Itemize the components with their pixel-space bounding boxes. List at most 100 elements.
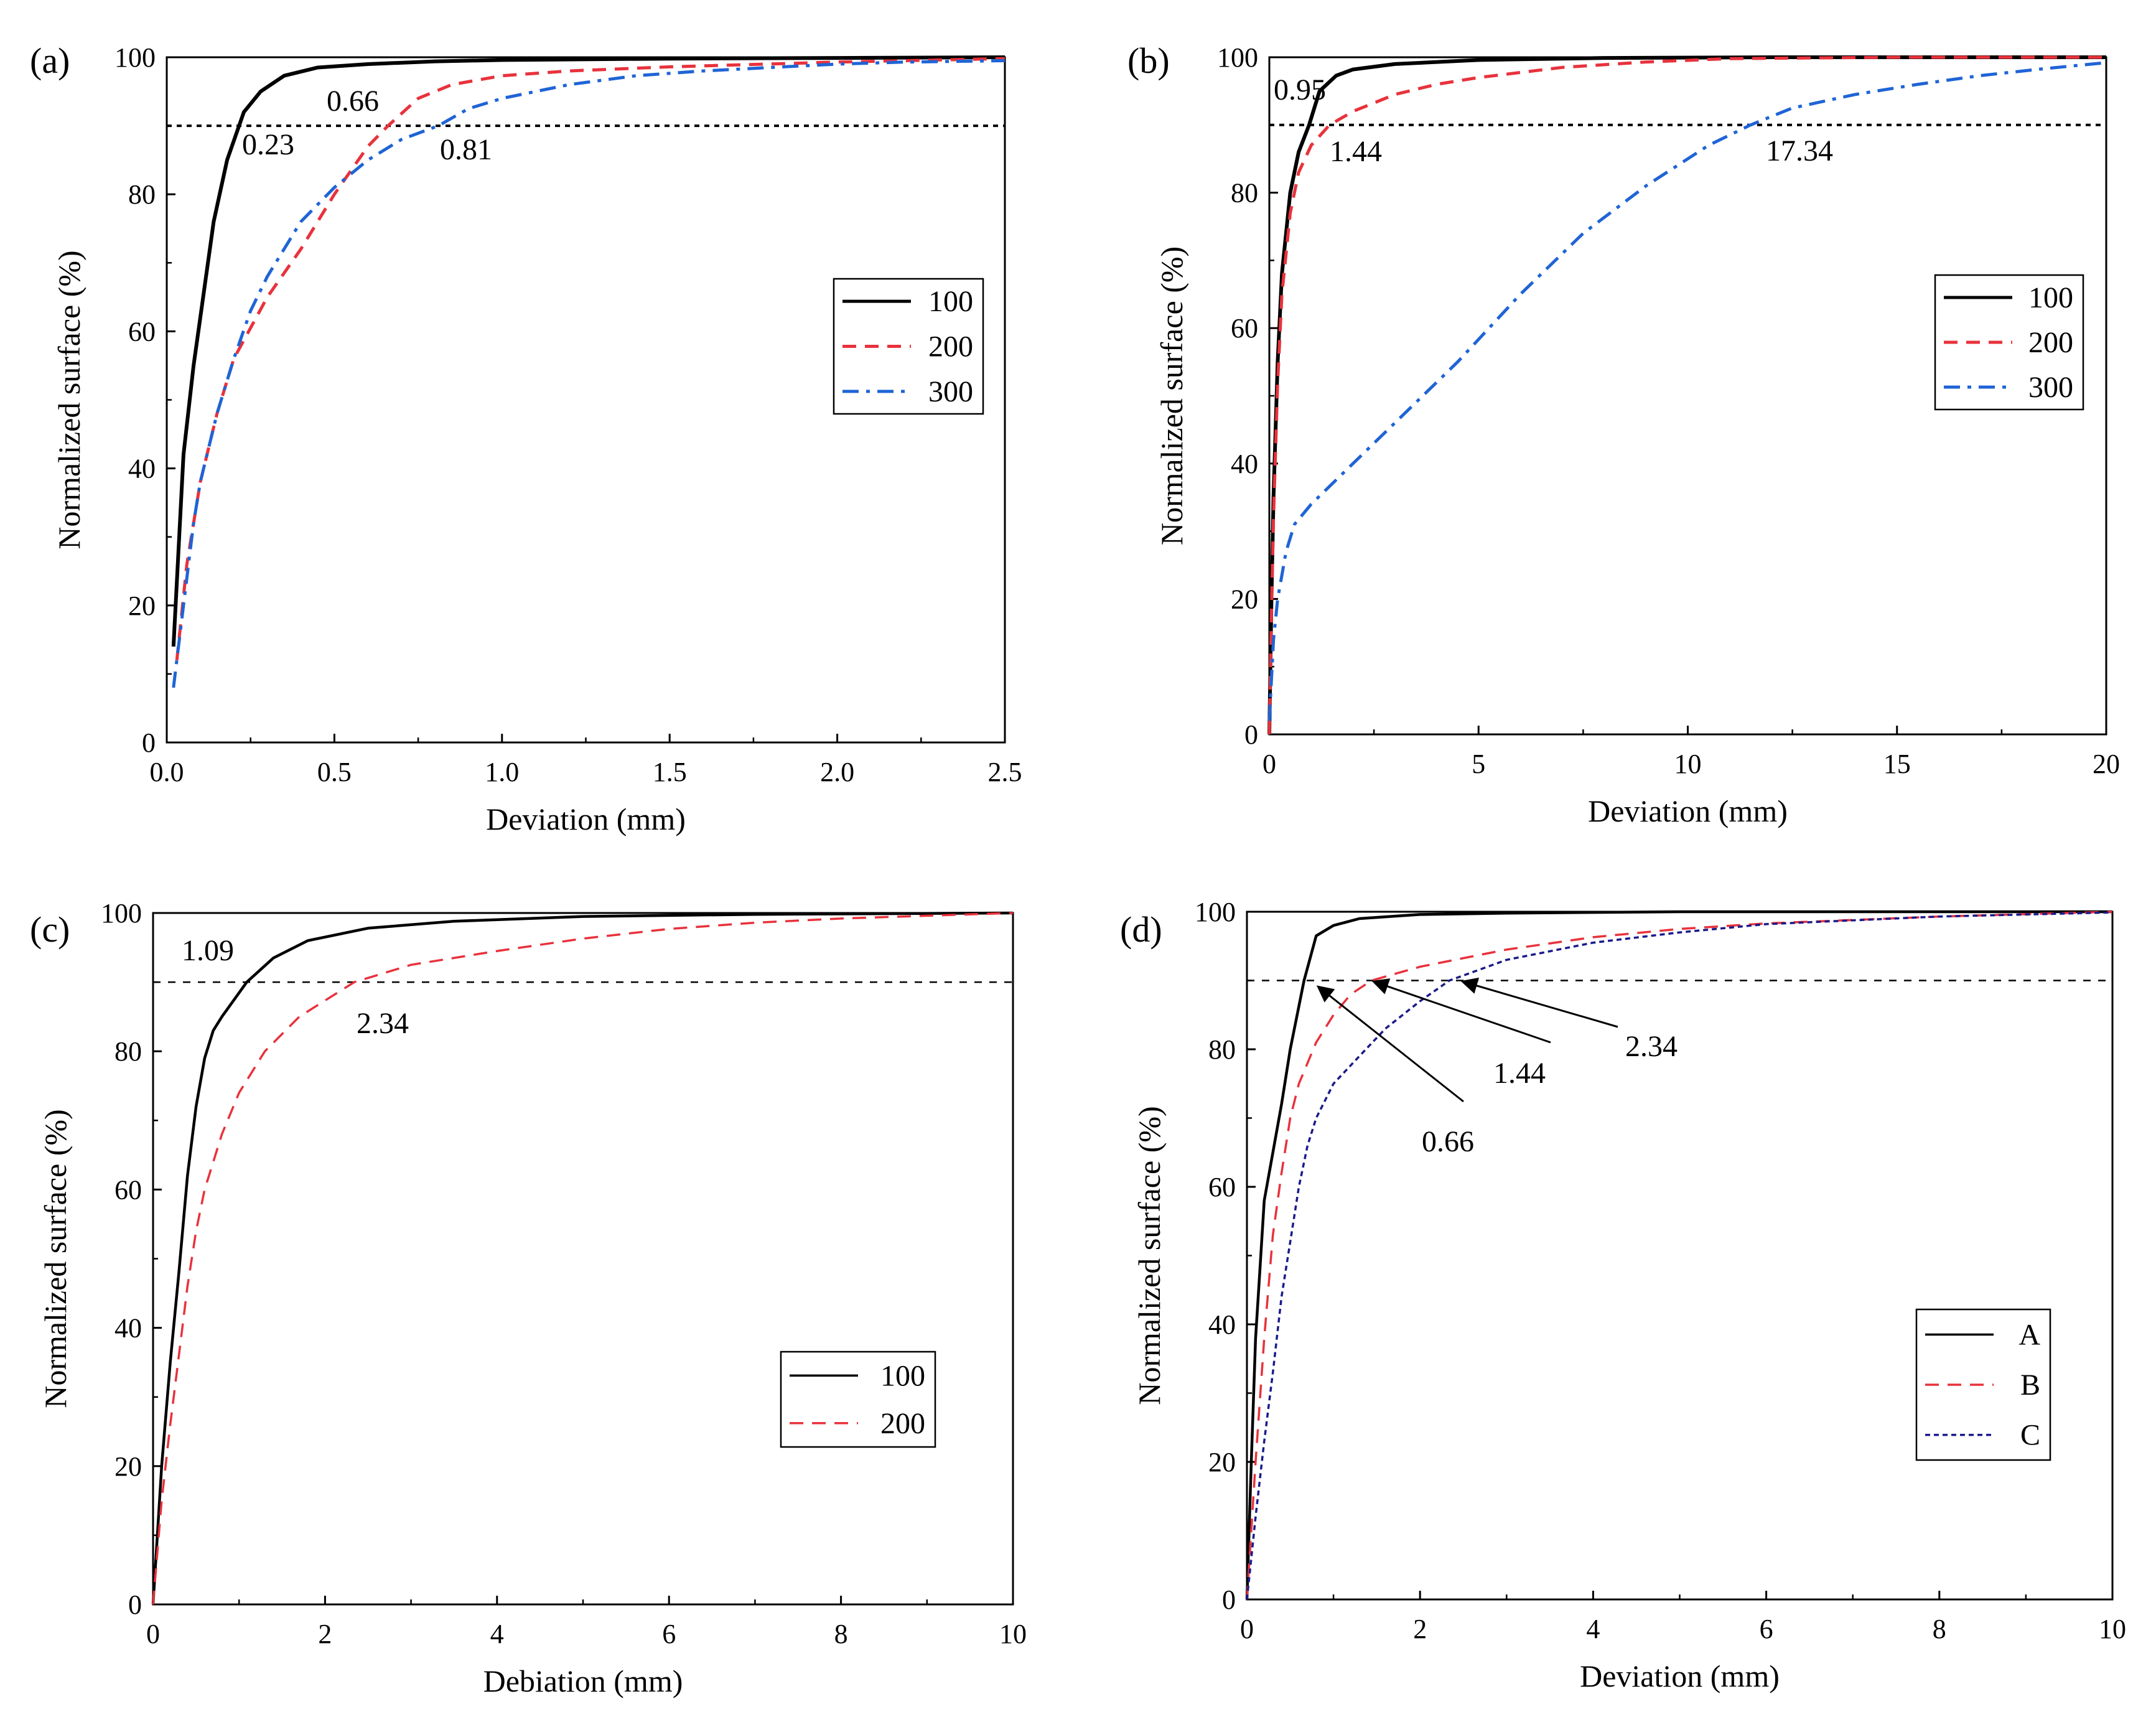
series-line-200 <box>152 912 1014 1605</box>
series-line-100 <box>151 911 1014 1605</box>
annotation-d-1: 0.66 <box>1422 1125 1474 1158</box>
y-tick-label: 100 <box>101 898 142 929</box>
legend-label-100: 100 <box>928 285 973 318</box>
annotation-d-2: 1.44 <box>1493 1057 1546 1090</box>
legend: 100 200 300 <box>833 278 984 415</box>
y-tick-label: 40 <box>1208 1309 1236 1340</box>
legend-label-300: 300 <box>928 375 973 408</box>
y-tick-label: 80 <box>1231 178 1258 208</box>
y-axis-title: Normalized surface (%) <box>52 250 86 549</box>
y-tick-label: 100 <box>1195 897 1236 927</box>
x-tick-label: 2 <box>1413 1614 1427 1644</box>
series-line-300 <box>1267 61 2107 721</box>
x-tick-label: 2 <box>318 1619 332 1649</box>
annotation-a-2: 0.66 <box>327 85 379 118</box>
panel-label-c: (c) <box>30 909 70 950</box>
x-tick-label: 0 <box>1240 1614 1254 1644</box>
y-tick-label: 80 <box>114 1036 142 1067</box>
x-tick-label: 0.5 <box>317 757 352 787</box>
y-tick-label: 80 <box>128 179 156 210</box>
arrow-d-3 <box>1460 977 1618 1028</box>
x-tick-label: 2.5 <box>988 757 1022 787</box>
series-line-100 <box>171 55 1006 647</box>
y-tick-label: 40 <box>114 1313 142 1344</box>
x-tick-label: 1.5 <box>653 757 687 787</box>
x-axis-title: Deviation (mm) <box>1588 793 1788 828</box>
series-line-c <box>1246 911 2113 1600</box>
legend: 100 200 300 <box>1934 274 2084 411</box>
x-tick-label: 20 <box>2093 749 2120 779</box>
annotation-b-2: 1.44 <box>1330 135 1382 168</box>
panel-label-b: (b) <box>1127 40 1170 81</box>
plot-area-frame <box>152 912 1014 1606</box>
x-tick-label: 0 <box>1262 749 1276 779</box>
x-tick-label: 15 <box>1883 749 1911 779</box>
x-tick-label: 4 <box>1586 1614 1600 1644</box>
annotation-d-3: 2.34 <box>1625 1030 1678 1063</box>
legend-label-100: 100 <box>2028 281 2073 314</box>
series-line-a <box>1245 910 2112 1600</box>
plot-area-frame <box>1246 910 2114 1601</box>
legend-label-100: 100 <box>880 1359 925 1392</box>
y-tick-label: 0 <box>142 728 156 758</box>
x-tick-label: 10 <box>999 1619 1027 1649</box>
legend-label-c: C <box>2020 1419 2040 1452</box>
y-tick-label: 20 <box>1208 1447 1236 1477</box>
y-tick-label: 40 <box>128 454 156 484</box>
series-line-200 <box>1267 55 2106 735</box>
x-tick-label: 1.0 <box>485 757 519 787</box>
y-tick-label: 0 <box>1244 719 1258 750</box>
legend: ABC <box>1915 1308 2051 1461</box>
x-tick-label: 5 <box>1472 749 1485 779</box>
arrow-d-1 <box>1316 985 1464 1103</box>
annotation-c-1: 1.09 <box>182 934 234 967</box>
y-tick-label: 60 <box>1231 313 1258 344</box>
y-tick-label: 60 <box>114 1174 142 1205</box>
y-tick-label: 60 <box>1208 1172 1236 1202</box>
legend-label-200: 200 <box>880 1407 925 1440</box>
arrow-d-2 <box>1371 978 1551 1044</box>
x-tick-label: 10 <box>2099 1614 2126 1644</box>
y-tick-label: 60 <box>128 316 156 347</box>
x-tick-label: 4 <box>490 1619 504 1649</box>
y-tick-label: 40 <box>1231 449 1258 479</box>
x-axis-title: Debiation (mm) <box>483 1664 683 1698</box>
y-tick-label: 20 <box>114 1451 142 1482</box>
annotation-a-1: 0.23 <box>242 128 294 161</box>
x-tick-label: 0 <box>146 1619 160 1649</box>
x-tick-label: 6 <box>1760 1614 1773 1644</box>
series-line-b <box>1246 910 2113 1600</box>
x-tick-label: 8 <box>1933 1614 1946 1644</box>
x-tick-label: 0.0 <box>150 757 184 787</box>
panel-a: 0.0 0.5 1.0 1.5 2.0 2.5 0 20 40 60 80 100 Deviation … <box>30 40 1022 836</box>
x-tick-label: 6 <box>662 1619 676 1649</box>
annotation-c-2: 2.34 <box>357 1007 409 1040</box>
y-axis-title: Normalized surface (%) <box>1132 1106 1167 1405</box>
panel-label-d: (d) <box>1120 909 1162 950</box>
y-tick-label: 0 <box>1222 1585 1236 1615</box>
y-tick-label: 20 <box>128 591 156 621</box>
legend-box <box>780 1350 936 1448</box>
y-tick-label: 100 <box>1217 42 1258 73</box>
x-tick-label: 10 <box>1674 749 1702 779</box>
x-axis-title: Deviation (mm) <box>486 802 686 836</box>
legend-label-200: 200 <box>2028 326 2073 359</box>
legend-label-b: B <box>2020 1369 2040 1402</box>
annotation-b-3: 17.34 <box>1766 134 1833 167</box>
x-tick-label: 8 <box>834 1619 848 1649</box>
panel-label-a: (a) <box>30 40 70 81</box>
y-axis-title: Normalized surface (%) <box>38 1109 73 1408</box>
y-tick-label: 100 <box>114 42 156 73</box>
y-tick-label: 80 <box>1208 1034 1236 1065</box>
series-line-300 <box>172 59 1006 688</box>
y-tick-label: 0 <box>128 1589 142 1620</box>
y-tick-label: 20 <box>1231 584 1258 614</box>
annotation-a-3: 0.81 <box>440 133 492 166</box>
y-axis-title: Normalized surface (%) <box>1154 246 1189 545</box>
x-axis-title: Deviation (mm) <box>1580 1659 1780 1693</box>
legend-label-300: 300 <box>2028 371 2073 404</box>
